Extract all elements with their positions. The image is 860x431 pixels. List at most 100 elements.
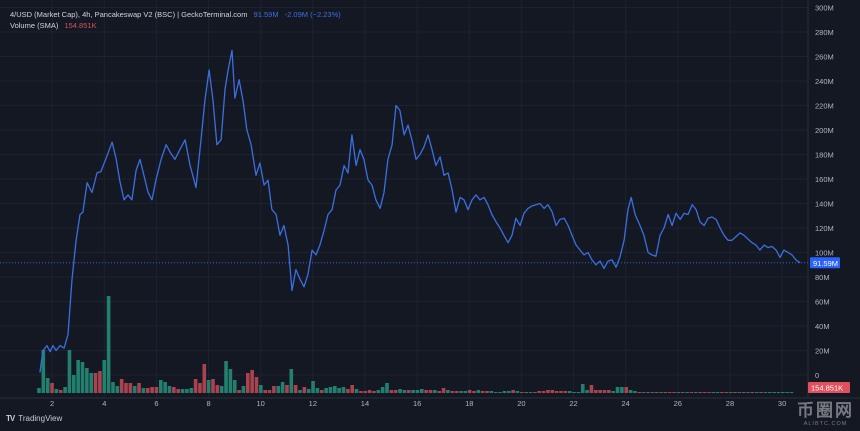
- volume-bar: [115, 386, 120, 393]
- y-tick-label: 160M: [815, 175, 834, 184]
- volume-bar: [259, 385, 263, 393]
- volume-bar: [681, 392, 685, 393]
- volume-bar: [507, 391, 511, 393]
- volume-bar: [393, 390, 398, 393]
- volume-bar: [702, 392, 707, 393]
- volume-bar: [380, 387, 385, 393]
- volume-bar: [98, 371, 102, 393]
- volume-bar: [302, 387, 307, 393]
- volume-bar: [206, 380, 211, 393]
- volume-bar: [398, 389, 402, 393]
- y-tick-label: 260M: [815, 53, 834, 62]
- volume-bar: [520, 392, 524, 393]
- x-tick-label: 18: [465, 399, 473, 408]
- volume-bar: [141, 388, 146, 393]
- volume-bar: [41, 350, 46, 393]
- volume-bar: [433, 390, 437, 393]
- volume-bar: [376, 390, 381, 393]
- volume-bar: [215, 385, 220, 393]
- volume-bar: [476, 390, 481, 393]
- volume-bar: [311, 381, 315, 393]
- volume-tag: [808, 382, 850, 393]
- volume-bar: [350, 385, 354, 393]
- legend-change: -2.09M (−2.23%): [284, 10, 341, 19]
- x-tick-label: 20: [517, 399, 525, 408]
- volume-bar: [128, 383, 133, 393]
- volume-bar: [624, 387, 629, 393]
- volume-bar: [354, 389, 359, 393]
- volume-bar: [319, 390, 324, 393]
- volume-bar: [489, 391, 494, 393]
- volume-bar: [463, 391, 468, 393]
- volume-bar: [402, 390, 407, 393]
- volume-tag-text: 154.851K: [811, 384, 843, 393]
- y-tick-label: 40M: [815, 322, 830, 331]
- volume-bar: [728, 392, 733, 393]
- volume-bar: [424, 390, 428, 393]
- volume-bar: [594, 390, 598, 393]
- volume-bar: [185, 389, 189, 393]
- y-tick-label: 140M: [815, 200, 834, 209]
- volume-bar: [172, 387, 176, 393]
- volume-bar: [250, 370, 254, 393]
- volume-bar: [659, 392, 663, 393]
- volume-bar: [511, 390, 515, 393]
- volume-bar: [189, 388, 194, 393]
- y-tick-label: 220M: [815, 102, 834, 111]
- volume-bar: [341, 387, 346, 393]
- tradingview-attribution[interactable]: TV TradingView: [6, 414, 62, 423]
- volume-bar: [420, 389, 424, 393]
- volume-bar: [237, 390, 241, 393]
- y-tick-label: 200M: [815, 126, 834, 135]
- volume-bar: [406, 390, 411, 393]
- last-price-tag: [810, 257, 840, 269]
- volume-bar: [337, 388, 341, 393]
- volume-bar: [533, 392, 537, 393]
- x-tick-label: 22: [569, 399, 577, 408]
- volume-bar: [241, 386, 246, 393]
- volume-bar: [315, 388, 320, 393]
- volume-bar: [293, 385, 298, 393]
- volume-bar: [367, 390, 372, 393]
- volume-bar: [563, 391, 568, 393]
- volume-bar: [176, 389, 180, 393]
- volume-bar: [228, 369, 233, 393]
- volume-bar: [180, 389, 185, 393]
- volume-bar: [781, 392, 785, 393]
- volume-bar: [298, 390, 302, 393]
- volume-bar: [459, 391, 463, 393]
- volume-bar: [224, 361, 228, 393]
- volume-bar: [541, 391, 546, 393]
- volume-bar: [372, 391, 376, 393]
- volume-bar: [498, 392, 502, 393]
- volume-bar: [58, 390, 63, 393]
- volume-bar: [698, 392, 702, 393]
- legend-last-value: 91.59M: [253, 10, 279, 19]
- volume-bar: [472, 391, 476, 393]
- x-tick-label: 6: [154, 399, 158, 408]
- volume-bar: [768, 392, 772, 393]
- y-tick-label: 180M: [815, 151, 834, 160]
- volume-bar: [750, 392, 755, 393]
- volume-bar: [198, 383, 202, 393]
- volume-bar: [76, 360, 80, 393]
- volume-bar: [641, 392, 646, 393]
- volume-bar: [450, 391, 455, 393]
- volume-bar: [559, 391, 563, 393]
- y-tick-label: 20M: [815, 347, 830, 356]
- volume-bar: [546, 390, 550, 393]
- volume-bar: [54, 389, 59, 393]
- volume-bar: [454, 391, 459, 393]
- volume-bar: [415, 390, 420, 393]
- volume-bar: [580, 384, 585, 393]
- volume-bar: [485, 391, 489, 393]
- volume-bar: [289, 369, 294, 393]
- volume-bar: [554, 391, 559, 393]
- legend-series-row: 4/USD (Market Cap), 4h, Pancakeswap V2 (…: [10, 9, 341, 20]
- legend-title: 4/USD (Market Cap), 4h, Pancakeswap V2 (…: [10, 10, 248, 19]
- volume-bar: [280, 382, 285, 393]
- chart-legend: 4/USD (Market Cap), 4h, Pancakeswap V2 (…: [10, 9, 341, 31]
- volume-bar: [124, 383, 128, 393]
- volume-bar: [628, 390, 633, 393]
